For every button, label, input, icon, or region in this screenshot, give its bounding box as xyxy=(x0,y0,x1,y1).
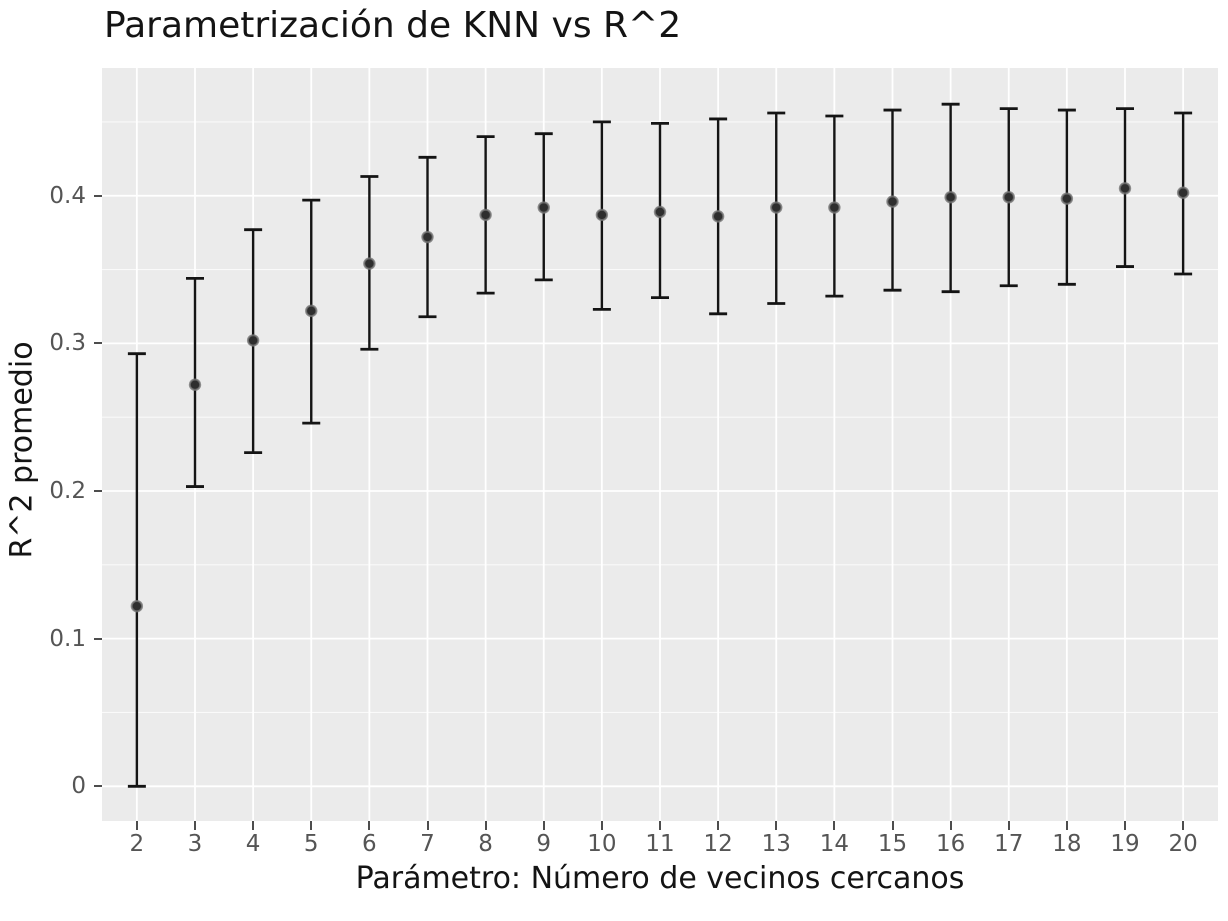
y-tick-mark xyxy=(94,490,102,492)
x-tick-label: 9 xyxy=(536,831,552,857)
data-point xyxy=(130,599,144,613)
x-tick-mark xyxy=(426,821,429,830)
x-tick-label: 12 xyxy=(703,831,733,857)
data-point xyxy=(595,208,609,222)
x-tick-mark xyxy=(891,821,894,830)
x-tick-mark xyxy=(310,821,313,830)
x-tick-mark xyxy=(542,821,545,830)
x-tick-label: 15 xyxy=(877,831,908,857)
x-tick-mark xyxy=(252,821,255,830)
y-tick-mark xyxy=(94,342,102,345)
data-point xyxy=(363,257,376,270)
x-tick-label: 18 xyxy=(1052,831,1082,857)
chart-title: Parametrización de KNN vs R^2 xyxy=(104,5,682,46)
data-point xyxy=(305,304,318,318)
x-tick-label: 11 xyxy=(645,831,675,857)
errorbar-plot xyxy=(102,68,1218,821)
x-tick-mark xyxy=(368,821,371,830)
x-tick-mark xyxy=(600,821,603,830)
x-tick-label: 14 xyxy=(819,831,850,857)
data-point xyxy=(479,208,492,222)
x-tick-mark xyxy=(833,821,836,830)
y-tick-label: 0.1 xyxy=(49,625,86,652)
x-tick-mark xyxy=(659,821,661,830)
plot-panel xyxy=(102,68,1218,821)
x-tick-label: 10 xyxy=(587,831,617,857)
x-tick-label: 2 xyxy=(129,831,145,857)
data-point xyxy=(886,195,899,208)
data-point xyxy=(653,205,667,219)
y-tick-mark xyxy=(94,194,102,197)
x-tick-label: 5 xyxy=(303,831,319,857)
x-tick-mark xyxy=(1065,821,1068,830)
y-axis-label: R^2 promedio xyxy=(4,341,40,559)
y-tick-label: 0.2 xyxy=(49,478,86,504)
x-tick-mark xyxy=(1124,821,1126,830)
x-tick-mark xyxy=(1182,821,1185,830)
x-tick-label: 8 xyxy=(478,831,493,857)
data-point xyxy=(537,201,550,214)
data-point xyxy=(246,334,260,347)
data-point xyxy=(421,230,434,244)
data-point xyxy=(944,190,957,204)
x-tick-mark xyxy=(949,821,952,830)
x-tick-mark xyxy=(1007,821,1010,830)
x-tick-label: 17 xyxy=(994,831,1024,857)
data-point xyxy=(1118,182,1132,195)
x-axis-label: Parámetro: Número de vecinos cercanos xyxy=(355,861,965,896)
x-tick-label: 13 xyxy=(761,831,791,857)
y-tick-label: 0.3 xyxy=(49,330,86,357)
data-point xyxy=(188,378,202,391)
x-tick-mark xyxy=(194,821,196,830)
data-point xyxy=(770,201,783,214)
x-tick-label: 20 xyxy=(1168,831,1198,857)
x-tick-label: 7 xyxy=(420,831,435,857)
x-tick-label: 19 xyxy=(1110,831,1140,857)
data-point xyxy=(1176,186,1190,199)
x-tick-label: 3 xyxy=(187,831,203,857)
y-tick-label: 0.4 xyxy=(49,182,86,209)
x-tick-label: 6 xyxy=(362,831,377,857)
y-tick-label: 0 xyxy=(71,773,86,800)
x-tick-mark xyxy=(775,821,778,830)
x-tick-label: 16 xyxy=(935,831,966,857)
x-tick-label: 4 xyxy=(245,831,261,857)
y-tick-mark xyxy=(94,637,102,640)
data-point xyxy=(828,201,841,214)
data-point xyxy=(1060,192,1074,205)
y-tick-mark xyxy=(94,785,102,788)
x-tick-mark xyxy=(717,821,720,830)
data-point xyxy=(711,210,725,223)
x-tick-mark xyxy=(135,821,138,830)
x-tick-mark xyxy=(484,821,487,830)
data-point xyxy=(1002,190,1015,204)
